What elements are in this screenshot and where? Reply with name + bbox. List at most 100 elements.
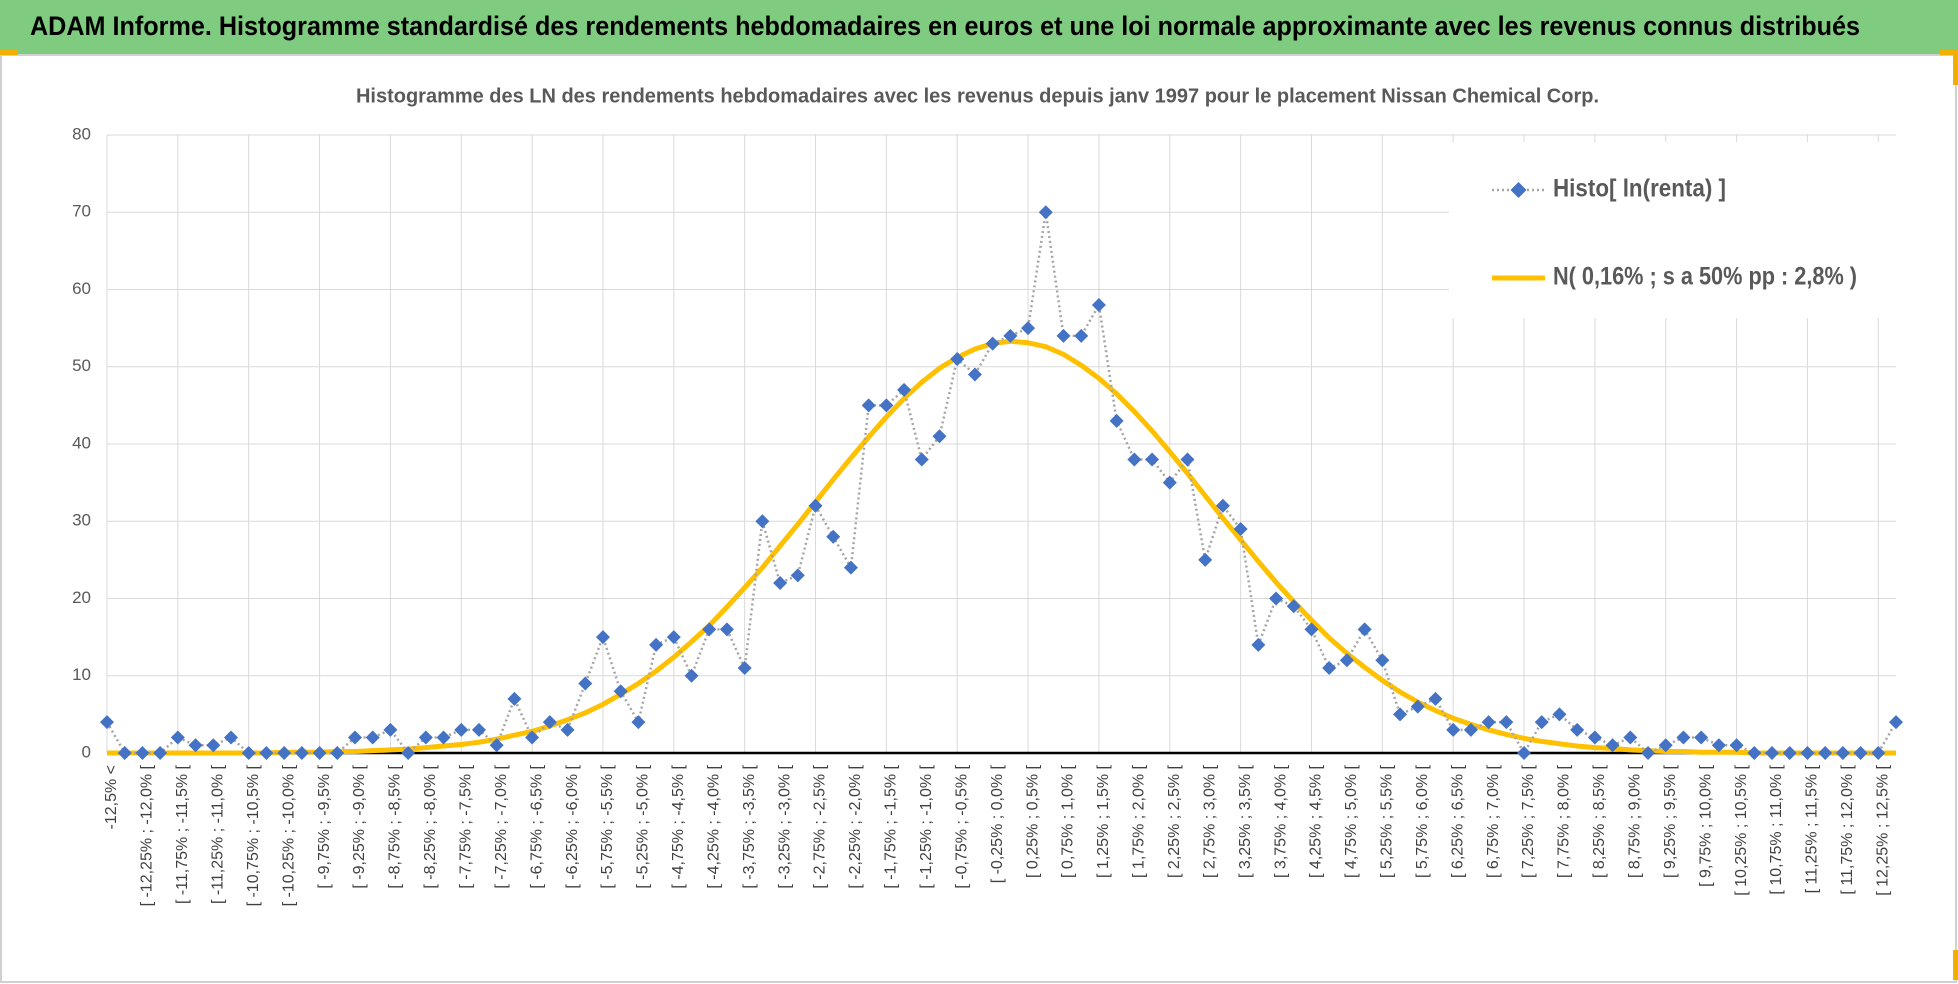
x-tick-label: [ 0,25% ; 0,5% [	[1024, 764, 1041, 878]
x-tick-label: [ 10,25% ; 10,5% [	[1733, 764, 1750, 895]
marker	[312, 746, 327, 760]
marker	[1570, 722, 1585, 737]
marker	[1658, 738, 1673, 753]
marker	[1109, 413, 1124, 428]
marker	[879, 398, 894, 413]
marker	[1198, 552, 1213, 567]
marker	[1835, 746, 1850, 760]
corner-mark	[0, 50, 18, 55]
marker	[1711, 738, 1726, 753]
x-tick-label: [ 2,25% ; 2,5% [	[1166, 764, 1183, 878]
marker	[471, 722, 486, 737]
marker	[1127, 452, 1142, 467]
marker	[1056, 328, 1071, 343]
x-tick-label: [ -5,75% ; -5,5% [	[599, 764, 616, 888]
x-tick-label: [ -4,75% ; -4,5% [	[670, 764, 687, 888]
marker	[347, 730, 362, 745]
marker	[950, 352, 965, 367]
marker	[1534, 715, 1549, 730]
marker	[1889, 715, 1903, 730]
marker	[1623, 730, 1638, 745]
x-tick-label: [ -9,75% ; -9,5% [	[316, 764, 333, 888]
marker	[737, 661, 752, 676]
x-tick-label: [ 0,75% ; 1,0% [	[1060, 764, 1077, 878]
y-tick-label: 40	[72, 433, 91, 452]
x-tick-label: [ 8,75% ; 9,0% [	[1627, 764, 1644, 878]
marker	[1676, 730, 1691, 745]
x-tick-label: [ -5,25% ; -5,0% [	[635, 764, 652, 888]
marker	[755, 514, 770, 529]
x-tick-label: [ 7,75% ; 8,0% [	[1556, 764, 1573, 878]
marker	[1304, 622, 1319, 637]
marker	[1747, 746, 1762, 760]
x-tick-label: [ -3,75% ; -3,5% [	[741, 764, 758, 888]
x-tick-label: [ -9,25% ; -9,0% [	[351, 764, 368, 888]
marker	[719, 622, 734, 637]
marker	[773, 576, 788, 591]
y-tick-label: 0	[82, 742, 91, 761]
marker	[1357, 622, 1372, 637]
x-tick-label: [ -0,75% ; -0,5% [	[953, 764, 970, 888]
x-tick-label: [ 3,25% ; 3,5% [	[1237, 764, 1254, 878]
marker	[525, 730, 540, 745]
marker	[967, 367, 982, 382]
marker	[790, 568, 805, 583]
legend-label: Histo[ ln(renta) ]	[1553, 175, 1726, 203]
x-tick-label: [ -8,75% ; -8,5% [	[387, 764, 404, 888]
marker	[1818, 746, 1833, 760]
x-tick-label: [ 4,25% ; 4,5% [	[1308, 764, 1325, 878]
marker	[578, 676, 593, 691]
x-tick-label: [ 5,25% ; 5,5% [	[1379, 764, 1396, 878]
marker	[1091, 297, 1106, 312]
marker	[1038, 205, 1053, 220]
legend: Histo[ ln(renta) ] N( 0,16% ; s a 50% pp …	[1449, 142, 1897, 318]
marker	[241, 746, 256, 760]
x-tick-label: [ 6,25% ; 6,5% [	[1449, 764, 1466, 878]
marker	[702, 622, 717, 637]
marker	[826, 529, 841, 544]
marker	[489, 738, 504, 753]
marker	[1410, 699, 1425, 714]
x-tick-label: [ -8,25% ; -8,0% [	[422, 764, 439, 888]
x-tick-label: [ 8,25% ; 8,5% [	[1591, 764, 1608, 878]
legend-box	[1449, 142, 1897, 318]
marker	[542, 715, 557, 730]
x-tick-label: [ -7,75% ; -7,5% [	[457, 764, 474, 888]
marker	[613, 684, 628, 699]
x-tick-label: [ -7,25% ; -7,0% [	[493, 764, 510, 888]
marker	[1463, 722, 1478, 737]
marker	[1322, 661, 1337, 676]
marker	[135, 746, 150, 760]
marker	[1782, 746, 1797, 760]
marker	[1233, 521, 1248, 536]
marker	[507, 691, 522, 706]
marker	[1339, 653, 1354, 668]
header-bar	[0, 0, 1958, 55]
marker	[861, 398, 876, 413]
x-tick-label: [ -1,75% ; -1,5% [	[883, 764, 900, 888]
marker	[1552, 707, 1567, 722]
marker	[418, 730, 433, 745]
y-tick-label: 60	[72, 279, 91, 298]
marker	[223, 730, 238, 745]
legend-label: N( 0,16% ; s a 50% pp : 2,8% )	[1553, 263, 1857, 291]
y-tick-label: 80	[72, 124, 91, 143]
marker	[932, 429, 947, 444]
marker	[1251, 637, 1266, 652]
marker	[206, 738, 221, 753]
grid: 0 10 20 30 40 50 60 70 80 -12,5% < [ -12,25% ; -12…	[72, 124, 1896, 906]
x-tick-label: [ -3,25% ; -3,0% [	[776, 764, 793, 888]
x-tick-label: [ 7,25% ; 7,5% [	[1520, 764, 1537, 878]
marker	[117, 746, 132, 760]
x-tick-label: [ 3,75% ; 4,0% [	[1272, 764, 1289, 878]
marker	[1162, 475, 1177, 490]
marker	[170, 730, 185, 745]
marker	[1765, 746, 1780, 760]
x-tick-label: [ 9,25% ; 9,5% [	[1662, 764, 1679, 878]
marker	[843, 560, 858, 575]
x-tick-label: [ -2,25% ; -2,0% [	[847, 764, 864, 888]
y-tick-label: 30	[72, 511, 91, 530]
marker	[401, 746, 416, 760]
marker	[277, 746, 292, 760]
